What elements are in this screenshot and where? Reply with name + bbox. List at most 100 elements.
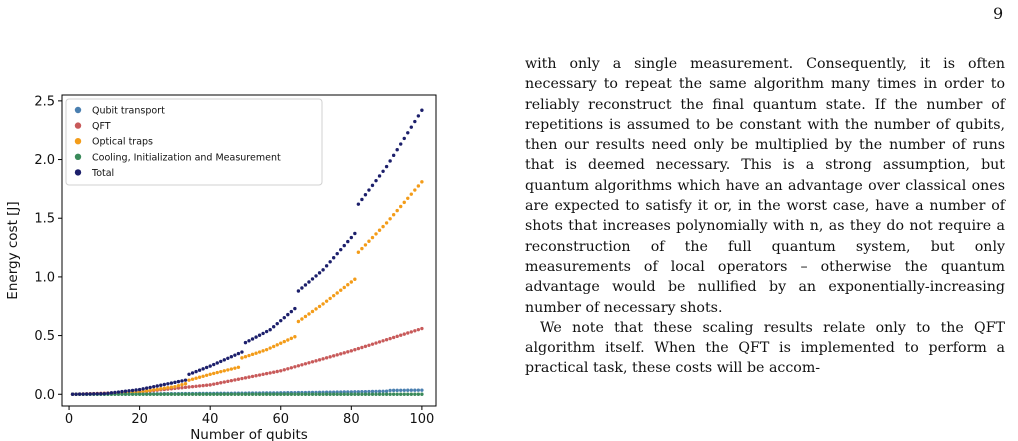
data-point [222,380,226,384]
data-point [395,392,399,396]
data-point [339,247,343,252]
data-point [201,367,205,371]
y-tick-label: 1.5 [34,212,55,227]
data-point [219,359,223,364]
data-point [236,351,241,356]
legend-marker [74,106,82,114]
data-point [367,389,371,394]
data-point [279,341,283,345]
data-point [275,369,279,374]
data-point [416,392,421,396]
data-point [310,277,315,281]
data-point [116,390,121,394]
data-point [346,350,350,354]
data-point [314,274,318,278]
data-point [374,389,378,394]
data-point [346,392,350,396]
data-point [243,392,248,396]
data-point [346,239,350,244]
data-point [141,389,145,394]
data-point [391,388,396,393]
data-point [229,355,234,359]
data-point [335,392,339,396]
data-point [420,326,424,331]
data-point [264,392,269,396]
data-point [144,389,149,393]
data-point [293,306,297,311]
y-tick-label: 2.0 [34,153,55,168]
data-point [229,367,234,371]
data-point [374,232,378,236]
data-point [180,385,184,390]
data-point [363,243,368,247]
data-point [342,243,346,248]
data-point [120,389,124,394]
data-point [314,392,318,396]
data-point [190,377,195,381]
data-point [187,392,191,396]
data-point [356,202,361,206]
data-point [134,388,138,392]
data-point [409,392,413,396]
data-point [300,286,304,290]
data-point [247,392,251,396]
data-point [272,370,276,374]
data-point [240,356,244,360]
energy-cost-figure: 0 20 40 60 80 100 0.0 0.5 1.0 1.5 2.0 2.5 Number of … [0,0,460,441]
data-point [219,369,223,374]
data-point [384,389,389,393]
data-point [420,180,424,184]
data-point [331,392,336,396]
legend-label: QFT [92,121,111,132]
data-point [152,392,156,396]
data-point [356,392,361,396]
data-point [233,378,237,382]
data-point [279,318,283,323]
data-point [420,388,424,392]
data-point [349,280,354,284]
data-point [194,376,198,380]
data-point [92,392,96,396]
data-point [293,365,297,369]
data-point [120,392,124,396]
data-point [317,304,322,309]
legend-box [65,98,323,186]
data-point [123,392,128,396]
data-point [324,392,329,396]
data-point [363,389,368,394]
data-point [335,251,339,256]
data-point [409,125,413,129]
data-point [360,390,364,394]
data-point [303,314,308,319]
data-point [166,392,170,396]
data-point [176,386,181,390]
data-point [180,392,184,396]
data-point [381,224,385,229]
data-point [109,391,114,395]
data-point [416,184,421,188]
data-point [148,385,152,390]
data-point [201,374,205,378]
data-point [310,360,315,364]
data-point [324,264,329,268]
data-point [95,392,99,396]
data-point [141,392,145,396]
data-point [413,188,417,192]
data-point [360,392,364,396]
series-group [70,392,424,396]
data-point [402,332,406,336]
data-point [374,178,378,183]
data-point [208,364,212,368]
data-point [208,372,212,377]
page-number: 9 [993,4,1004,23]
data-point [261,331,265,336]
data-point [388,159,392,163]
data-point [190,384,195,389]
data-point [391,392,396,396]
data-point [106,391,110,395]
data-point [399,333,403,337]
data-point [127,392,131,396]
legend: Qubit transport QFT Optical traps Cooling, … [65,98,323,186]
data-point [261,349,265,353]
energy-cost-chart: 0 20 40 60 80 100 0.0 0.5 1.0 1.5 2.0 2.5 Number of … [5,94,437,441]
